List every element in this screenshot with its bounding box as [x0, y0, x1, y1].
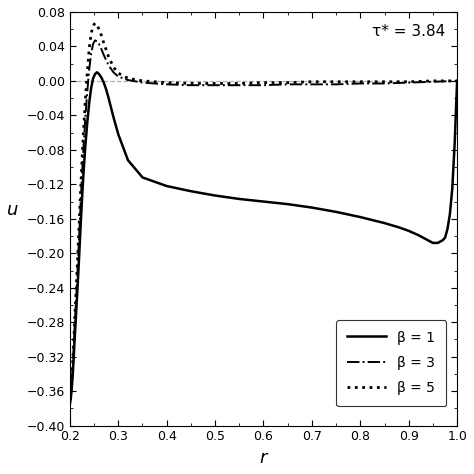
- Line: β = 3: β = 3: [70, 40, 457, 400]
- β = 1: [94, 69, 100, 75]
- β = 3: [106, 63, 111, 68]
- β = 3: [94, 38, 100, 44]
- β = 5: [99, 32, 104, 38]
- β = 5: [164, 80, 170, 85]
- β = 3: [285, 82, 291, 87]
- β = 3: [90, 41, 96, 46]
- β = 3: [116, 74, 121, 80]
- β = 5: [76, 223, 82, 228]
- Line: β = 5: β = 5: [70, 23, 457, 400]
- β = 5: [237, 81, 242, 86]
- β = 5: [79, 158, 85, 164]
- β = 1: [88, 85, 94, 91]
- β = 3: [67, 397, 73, 402]
- β = 5: [69, 375, 75, 381]
- β = 1: [382, 220, 387, 226]
- Legend: β = 1, β = 3, β = 5: β = 1, β = 3, β = 5: [336, 320, 447, 406]
- β = 3: [237, 82, 242, 88]
- β = 5: [84, 69, 90, 75]
- β = 5: [78, 190, 83, 196]
- β = 3: [88, 50, 94, 56]
- β = 5: [333, 79, 339, 84]
- β = 3: [69, 378, 75, 383]
- β = 3: [76, 235, 82, 241]
- β = 1: [309, 205, 315, 210]
- β = 3: [140, 80, 146, 85]
- β = 5: [212, 81, 218, 86]
- β = 3: [164, 82, 170, 87]
- β = 3: [72, 323, 78, 328]
- β = 1: [81, 171, 86, 177]
- β = 5: [96, 27, 102, 32]
- β = 3: [79, 173, 85, 179]
- β = 5: [71, 338, 77, 344]
- β = 5: [103, 47, 109, 53]
- β = 5: [140, 78, 146, 84]
- β = 3: [406, 80, 411, 85]
- β = 3: [73, 295, 79, 301]
- β = 5: [72, 316, 78, 322]
- β = 5: [101, 40, 107, 46]
- β = 3: [188, 82, 194, 88]
- β = 1: [454, 78, 460, 84]
- β = 1: [67, 401, 73, 407]
- β = 3: [92, 37, 98, 43]
- β = 3: [309, 82, 315, 87]
- β = 5: [188, 81, 194, 86]
- β = 3: [103, 57, 109, 63]
- β = 3: [68, 390, 73, 396]
- β = 3: [454, 78, 460, 84]
- β = 5: [94, 22, 100, 27]
- X-axis label: r: r: [260, 449, 267, 467]
- Line: β = 1: β = 1: [70, 72, 457, 404]
- β = 5: [285, 80, 291, 85]
- β = 3: [101, 52, 107, 58]
- β = 5: [90, 23, 96, 28]
- β = 3: [382, 81, 387, 86]
- β = 3: [125, 77, 131, 83]
- β = 5: [88, 31, 94, 36]
- β = 5: [106, 54, 111, 60]
- β = 5: [309, 79, 315, 84]
- β = 5: [82, 97, 88, 103]
- β = 5: [430, 78, 436, 84]
- β = 5: [382, 79, 387, 84]
- β = 3: [75, 266, 81, 272]
- β = 5: [125, 75, 131, 81]
- β = 3: [261, 82, 266, 88]
- β = 3: [81, 145, 86, 151]
- β = 3: [96, 41, 102, 46]
- β = 3: [212, 82, 218, 88]
- β = 3: [78, 203, 83, 209]
- β = 5: [110, 64, 116, 70]
- β = 5: [70, 358, 76, 364]
- β = 3: [86, 66, 92, 72]
- β = 5: [116, 70, 121, 76]
- β = 3: [99, 46, 104, 52]
- β = 5: [75, 255, 81, 261]
- β = 3: [110, 69, 116, 75]
- β = 5: [357, 79, 363, 84]
- β = 3: [71, 344, 77, 349]
- β = 5: [86, 46, 92, 51]
- β = 3: [70, 363, 76, 368]
- β = 1: [90, 75, 96, 81]
- β = 5: [68, 388, 73, 394]
- Y-axis label: u: u: [7, 201, 18, 219]
- β = 5: [406, 79, 411, 84]
- β = 3: [357, 81, 363, 86]
- β = 5: [454, 78, 460, 84]
- β = 3: [84, 88, 90, 94]
- β = 5: [73, 287, 79, 292]
- β = 3: [82, 114, 88, 120]
- β = 3: [333, 82, 339, 87]
- β = 1: [452, 140, 457, 146]
- β = 5: [92, 20, 98, 26]
- β = 3: [430, 79, 436, 84]
- β = 5: [261, 80, 266, 85]
- β = 5: [81, 130, 86, 136]
- β = 5: [67, 397, 73, 402]
- Text: τ* = 3.84: τ* = 3.84: [372, 24, 446, 39]
